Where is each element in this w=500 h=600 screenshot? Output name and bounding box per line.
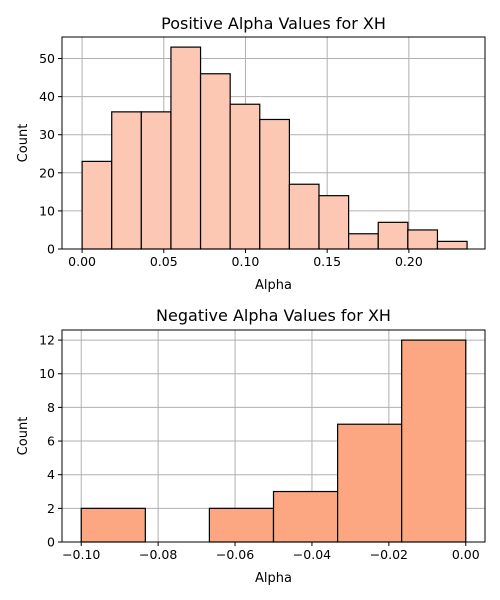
chart-title: Positive Alpha Values for XH [161,14,386,33]
histogram-bar [111,111,142,250]
y-tick-label: 0 [47,242,55,257]
x-tick-label: 0.05 [150,254,178,269]
histogram-bar [259,118,290,250]
y-axis: 0 2 4 6 8 10 12 [39,333,62,550]
y-tick-label: 6 [47,434,55,449]
bars [81,46,468,250]
x-tick-label: 0.15 [313,254,341,269]
histogram-bar [401,339,467,543]
histogram-bar [229,103,261,250]
histogram-bar [272,490,339,543]
y-tick-label: 4 [47,467,55,482]
x-axis-label: Alpha [255,278,292,293]
histogram-bar [140,111,172,250]
histogram-bar [288,183,320,250]
y-tick-label: 20 [39,165,55,180]
y-tick-label: 50 [39,51,55,66]
histogram-bar [80,507,146,543]
y-tick-label: 2 [47,501,55,516]
plot-frame [61,329,486,543]
negative-alpha-histogram: Negative Alpha Values for XH Alpha Count… [16,306,486,586]
y-axis-label: Count [16,124,31,163]
y-tick-label: 30 [39,127,55,142]
histogram-bar [377,221,409,250]
histogram-bar [81,160,113,250]
histogram-bar [407,229,439,250]
x-tick-label: 0.00 [452,547,480,562]
x-tick-label: 0.20 [395,254,423,269]
histogram-bar [318,195,350,250]
bars [80,339,467,543]
histogram-bar [199,73,231,250]
y-axis-label: Count [16,417,31,456]
y-tick-label: 10 [39,203,55,218]
histogram-bar [170,46,202,250]
x-tick-label: −0.06 [216,547,254,562]
y-tick-label: 10 [39,366,55,381]
x-tick-label: −0.08 [139,547,177,562]
y-axis: 0 10 20 30 40 50 [39,51,62,257]
x-axis: 0.00 0.05 0.10 0.15 0.20 [68,249,423,269]
histogram-bar [348,233,379,250]
x-tick-label: 0.10 [232,254,260,269]
x-tick-label: −0.10 [62,547,100,562]
positive-alpha-histogram: Positive Alpha Values for XH Alpha Count… [16,14,486,293]
histogram-bar [208,507,275,543]
chart-title: Negative Alpha Values for XH [156,306,391,325]
y-tick-label: 12 [39,333,55,348]
y-tick-label: 40 [39,89,55,104]
x-tick-label: −0.04 [293,547,331,562]
histogram-bar [436,240,468,250]
y-tick-label: 0 [47,535,55,550]
x-axis: −0.10 −0.08 −0.06 −0.04 −0.02 0.00 [62,542,480,562]
x-tick-label: 0.00 [68,254,96,269]
y-tick-label: 8 [47,400,55,415]
x-tick-label: −0.02 [370,547,408,562]
plot-frame [61,36,486,250]
histogram-bar [337,423,403,543]
x-axis-label: Alpha [255,571,292,586]
